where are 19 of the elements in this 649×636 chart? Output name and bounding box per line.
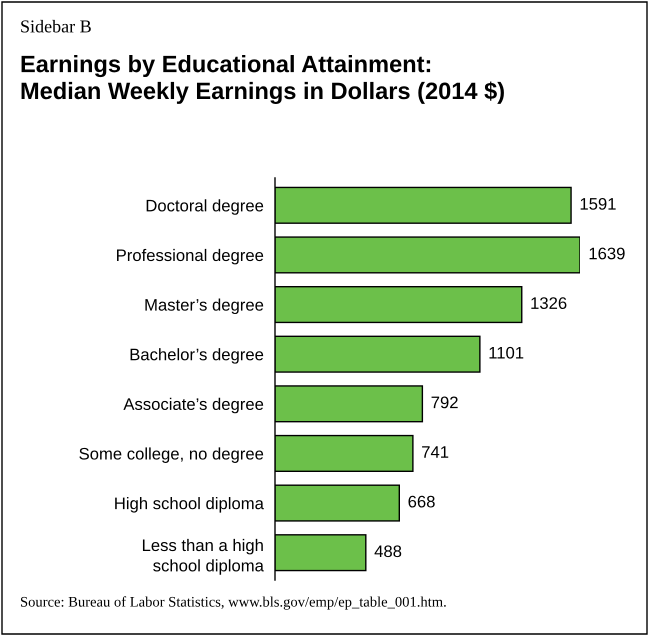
y-tick-label: Doctoral degree	[146, 199, 264, 215]
data-label: 488	[374, 545, 402, 558]
data-label: 741	[422, 446, 448, 458]
chart-title: Earnings by Educational Attainment: Median Weekly Earnings in Dollars (2014 $)	[22, 55, 504, 104]
y-tick-label: Master’s degree	[145, 298, 264, 314]
y-tick-label: Less than a high school diploma	[142, 538, 264, 575]
data-label: 1591	[580, 198, 616, 210]
y-tick-label: Some college, no degree	[79, 447, 264, 463]
text: Sidebar B	[21, 20, 91, 33]
source-note: Source: Bureau of Labor Statistics, www.bls.gov/emp/ep_table_001.htm.	[20, 596, 446, 610]
y-tick-label: Associate’s degree	[123, 398, 264, 414]
y-tick-label: High school diploma	[115, 497, 264, 513]
y-tick-label: Bachelor’s degree	[130, 348, 264, 364]
data-label: 1101	[489, 346, 524, 359]
data-label: 668	[408, 496, 435, 508]
data-label: 1639	[590, 248, 625, 260]
data-label: 792	[432, 396, 458, 408]
y-tick-label: Professional degree	[117, 248, 264, 264]
data-label: 1326	[531, 297, 566, 310]
